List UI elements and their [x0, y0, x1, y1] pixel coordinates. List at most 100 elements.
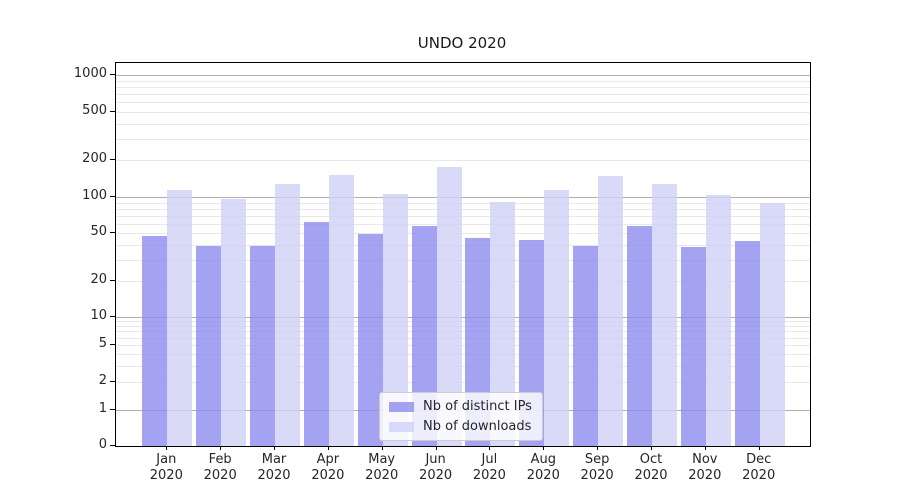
y-tick-label: 50 — [90, 224, 107, 240]
legend-swatch-downloads — [389, 421, 414, 432]
x-tick-mark — [220, 446, 222, 450]
gridline — [116, 138, 810, 140]
bar-ips — [142, 236, 168, 446]
bar-ips — [196, 246, 222, 446]
x-tick-label: Jan 2020 — [149, 452, 183, 483]
bar-downloads — [328, 174, 354, 446]
x-tick-label: Sep 2020 — [580, 452, 614, 483]
gridline — [116, 244, 810, 246]
legend-entry-ips: Nb of distinct IPs — [389, 399, 532, 414]
x-tick-mark — [758, 446, 760, 450]
y-tick-mark — [110, 110, 115, 112]
bar-ips — [627, 226, 652, 446]
bar-ips — [573, 246, 599, 446]
y-tick-label: 20 — [90, 271, 107, 287]
bar-downloads — [705, 195, 731, 446]
y-tick-mark — [110, 316, 115, 317]
bar-downloads — [167, 189, 193, 446]
gridline — [116, 233, 810, 235]
x-tick-label: Feb 2020 — [203, 452, 237, 483]
gridline — [116, 215, 810, 217]
gridline — [116, 280, 810, 282]
x-tick-mark — [435, 446, 437, 450]
x-tick-label: Apr 2020 — [311, 452, 345, 483]
x-tick-label: Dec 2020 — [742, 452, 776, 483]
gridline — [116, 223, 810, 225]
legend-label-ips: Nb of distinct IPs — [423, 399, 532, 414]
gridline — [116, 102, 810, 104]
bar-downloads — [221, 199, 247, 446]
gridline — [116, 326, 810, 327]
gridline — [116, 111, 810, 113]
y-tick-mark — [110, 232, 115, 234]
x-tick-mark — [381, 446, 383, 450]
gridline — [116, 365, 810, 367]
y-tick-label: 500 — [82, 102, 107, 118]
bar-ips — [680, 247, 706, 446]
x-tick-mark — [704, 446, 706, 450]
gridline — [116, 331, 810, 333]
gridline — [116, 160, 810, 162]
gridline — [116, 93, 810, 95]
gridline — [116, 317, 810, 318]
gridline — [116, 321, 810, 323]
x-tick-label: Mar 2020 — [257, 452, 291, 483]
gridline — [116, 197, 810, 198]
gridline — [116, 75, 810, 76]
y-tick-label: 1 — [98, 401, 107, 416]
y-tick-label: 100 — [82, 188, 107, 203]
x-tick-label: Jul 2020 — [472, 452, 506, 483]
gridline — [116, 259, 810, 261]
y-tick-label: 200 — [82, 151, 107, 167]
gridline — [116, 354, 810, 355]
bar-downloads — [652, 184, 677, 446]
y-tick-mark — [110, 445, 115, 446]
x-tick-label: Jun 2020 — [419, 452, 453, 483]
y-tick-mark — [110, 409, 115, 410]
gridline — [116, 345, 810, 346]
y-tick-mark — [110, 74, 115, 75]
plot-area: Nb of distinct IPs Nb of downloads — [115, 62, 811, 447]
bar-downloads — [759, 202, 785, 446]
y-tick-label: 1000 — [73, 66, 107, 81]
y-tick-mark — [110, 196, 115, 197]
x-tick-label: Nov 2020 — [688, 452, 722, 483]
y-tick-label: 5 — [98, 336, 107, 351]
legend-label-downloads: Nb of downloads — [423, 419, 532, 434]
chart-title: UNDO 2020 — [417, 34, 507, 52]
bars-layer — [116, 63, 810, 446]
gridline — [116, 202, 810, 204]
x-tick-label: Oct 2020 — [634, 452, 668, 483]
bar-downloads — [598, 175, 624, 446]
bar-ips — [734, 241, 760, 446]
y-tick-mark — [110, 279, 115, 281]
y-tick-label: 10 — [90, 308, 107, 323]
x-tick-mark — [651, 446, 652, 450]
x-tick-mark — [327, 446, 329, 450]
bar-ips — [303, 221, 329, 446]
y-tick-mark — [110, 381, 115, 382]
bar-downloads — [544, 189, 570, 446]
bar-ips — [250, 246, 275, 446]
x-tick-mark — [543, 446, 545, 450]
x-tick-mark — [489, 446, 491, 450]
gridline — [116, 208, 810, 210]
x-tick-mark — [274, 446, 275, 450]
gridline — [116, 80, 810, 82]
y-tick-label: 2 — [98, 373, 107, 388]
legend-swatch-ips — [389, 401, 414, 412]
y-tick-mark — [110, 344, 115, 345]
y-tick-mark — [110, 159, 115, 161]
bar-downloads — [275, 183, 300, 446]
bar-ips — [357, 234, 383, 446]
legend: Nb of distinct IPs Nb of downloads — [379, 392, 543, 441]
gridlines-layer — [116, 63, 810, 446]
x-tick-mark — [597, 446, 599, 450]
gridline — [116, 382, 810, 383]
x-tick-mark — [166, 446, 168, 450]
x-tick-label: Aug 2020 — [526, 452, 560, 483]
legend-entry-downloads: Nb of downloads — [389, 419, 532, 434]
x-tick-label: May 2020 — [365, 452, 399, 483]
gridline — [116, 123, 810, 125]
